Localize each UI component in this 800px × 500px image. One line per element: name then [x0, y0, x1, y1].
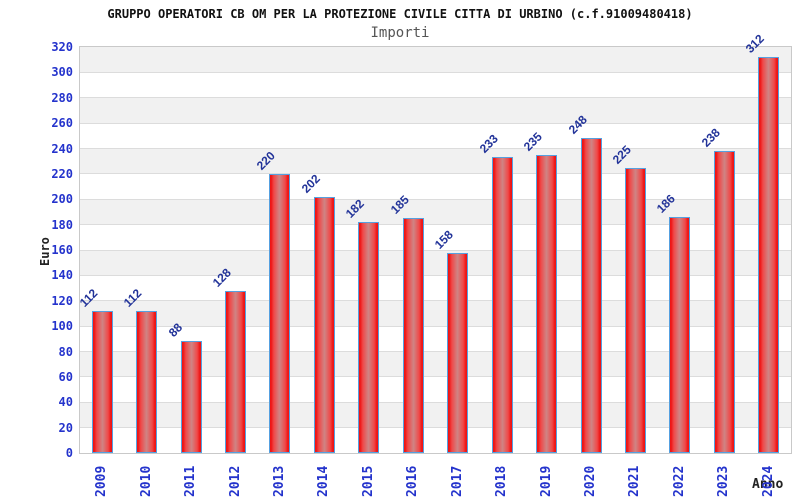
gridline: [80, 427, 791, 429]
gridline: [80, 401, 791, 403]
bar-2020: [580, 138, 602, 453]
y-tick-260: 260: [51, 116, 73, 131]
bar-2023: [713, 151, 735, 453]
x-tick-2011: 2011: [183, 465, 199, 497]
y-tick-40: 40: [58, 395, 73, 410]
plot-band: [80, 47, 791, 73]
x-tick-2019: 2019: [538, 465, 554, 497]
x-tick-2013: 2013: [271, 465, 287, 497]
bar-2009: [91, 310, 113, 453]
x-tick-2020: 2020: [583, 465, 599, 497]
chart-subtitle: Importi: [370, 25, 430, 41]
bar-2014: [313, 196, 335, 453]
y-tick-180: 180: [51, 217, 73, 232]
y-tick-320: 320: [51, 40, 73, 54]
gridline: [80, 249, 791, 251]
y-tick-60: 60: [58, 369, 73, 384]
x-axis-title: Anno: [752, 477, 784, 492]
gridline: [80, 173, 791, 175]
y-tick-300: 300: [51, 65, 73, 80]
gridline: [80, 376, 791, 378]
y-tick-80: 80: [58, 344, 73, 359]
y-tick-200: 200: [51, 192, 73, 207]
plot-band: [80, 148, 791, 174]
bar-2016: [402, 218, 424, 453]
gridline: [80, 71, 791, 73]
y-tick-160: 160: [51, 243, 73, 257]
y-tick-280: 280: [51, 90, 73, 105]
x-tick-2015: 2015: [360, 465, 376, 497]
x-tick-2009: 2009: [94, 465, 110, 497]
x-tick-2017: 2017: [449, 465, 465, 497]
plot-band: [80, 123, 791, 149]
y-tick-20: 20: [58, 420, 73, 435]
gridline: [80, 300, 791, 302]
y-tick-100: 100: [51, 319, 73, 334]
x-tick-2021: 2021: [627, 465, 643, 497]
bar-2013: [269, 173, 291, 453]
x-tick-2010: 2010: [138, 465, 154, 497]
bar-2021: [624, 167, 646, 453]
bar-2019: [536, 154, 558, 453]
gridline: [80, 97, 791, 99]
bar-2022: [669, 217, 691, 453]
bar-2010: [136, 310, 158, 453]
plot-band: [80, 97, 791, 124]
x-tick-2024: 2024: [760, 465, 776, 497]
gridline: [80, 148, 791, 149]
gridline: [80, 122, 791, 124]
plot-band: [80, 72, 791, 98]
gridline: [80, 325, 791, 327]
y-tick-120: 120: [51, 293, 73, 308]
x-tick-2012: 2012: [227, 465, 243, 497]
x-tick-2018: 2018: [494, 465, 510, 497]
y-tick-220: 220: [51, 166, 73, 181]
bar-2015: [358, 222, 380, 453]
chart-title: GRUPPO OPERATORI CB OM PER LA PROTEZIONE…: [107, 7, 693, 21]
y-tick-140: 140: [51, 268, 73, 283]
plot-band: [80, 173, 791, 200]
gridline: [80, 198, 791, 200]
y-tick-0: 0: [65, 446, 73, 460]
x-tick-2016: 2016: [405, 465, 421, 497]
gridline: [80, 351, 791, 352]
x-tick-2014: 2014: [316, 465, 332, 497]
bar-2018: [491, 157, 513, 453]
y-tick-240: 240: [51, 141, 73, 156]
gridline: [80, 274, 791, 276]
bar-2011: [180, 341, 202, 453]
x-tick-2023: 2023: [716, 465, 732, 497]
plot-area: [80, 47, 791, 453]
x-tick-2022: 2022: [671, 465, 687, 497]
gridline: [80, 224, 791, 226]
bar-2017: [447, 252, 469, 453]
bar-2012: [225, 290, 247, 453]
bar-2024: [758, 57, 780, 453]
